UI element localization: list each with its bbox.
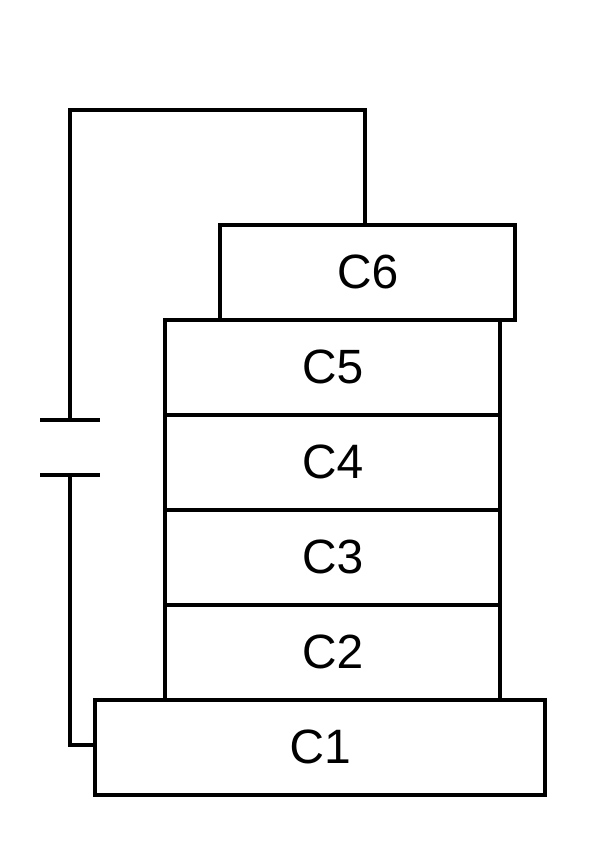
layer-label: C5 [302, 341, 363, 394]
layer-c2: C2 [165, 605, 500, 700]
layer-label: C6 [337, 246, 398, 299]
layer-c4: C4 [165, 415, 500, 510]
layer-label: C4 [302, 436, 363, 489]
layer-label: C1 [289, 721, 350, 774]
layer-stack: C1 C2 C3 C4 C5 C6 [95, 225, 545, 795]
layer-c1: C1 [95, 700, 545, 795]
wire-bottom [70, 475, 95, 745]
layer-label: C3 [302, 531, 363, 584]
layer-c3: C3 [165, 510, 500, 605]
layer-c5: C5 [165, 320, 500, 415]
layer-stack-diagram: C1 C2 C3 C4 C5 C6 [0, 0, 599, 845]
layer-c6: C6 [220, 225, 515, 320]
layer-label: C2 [302, 626, 363, 679]
